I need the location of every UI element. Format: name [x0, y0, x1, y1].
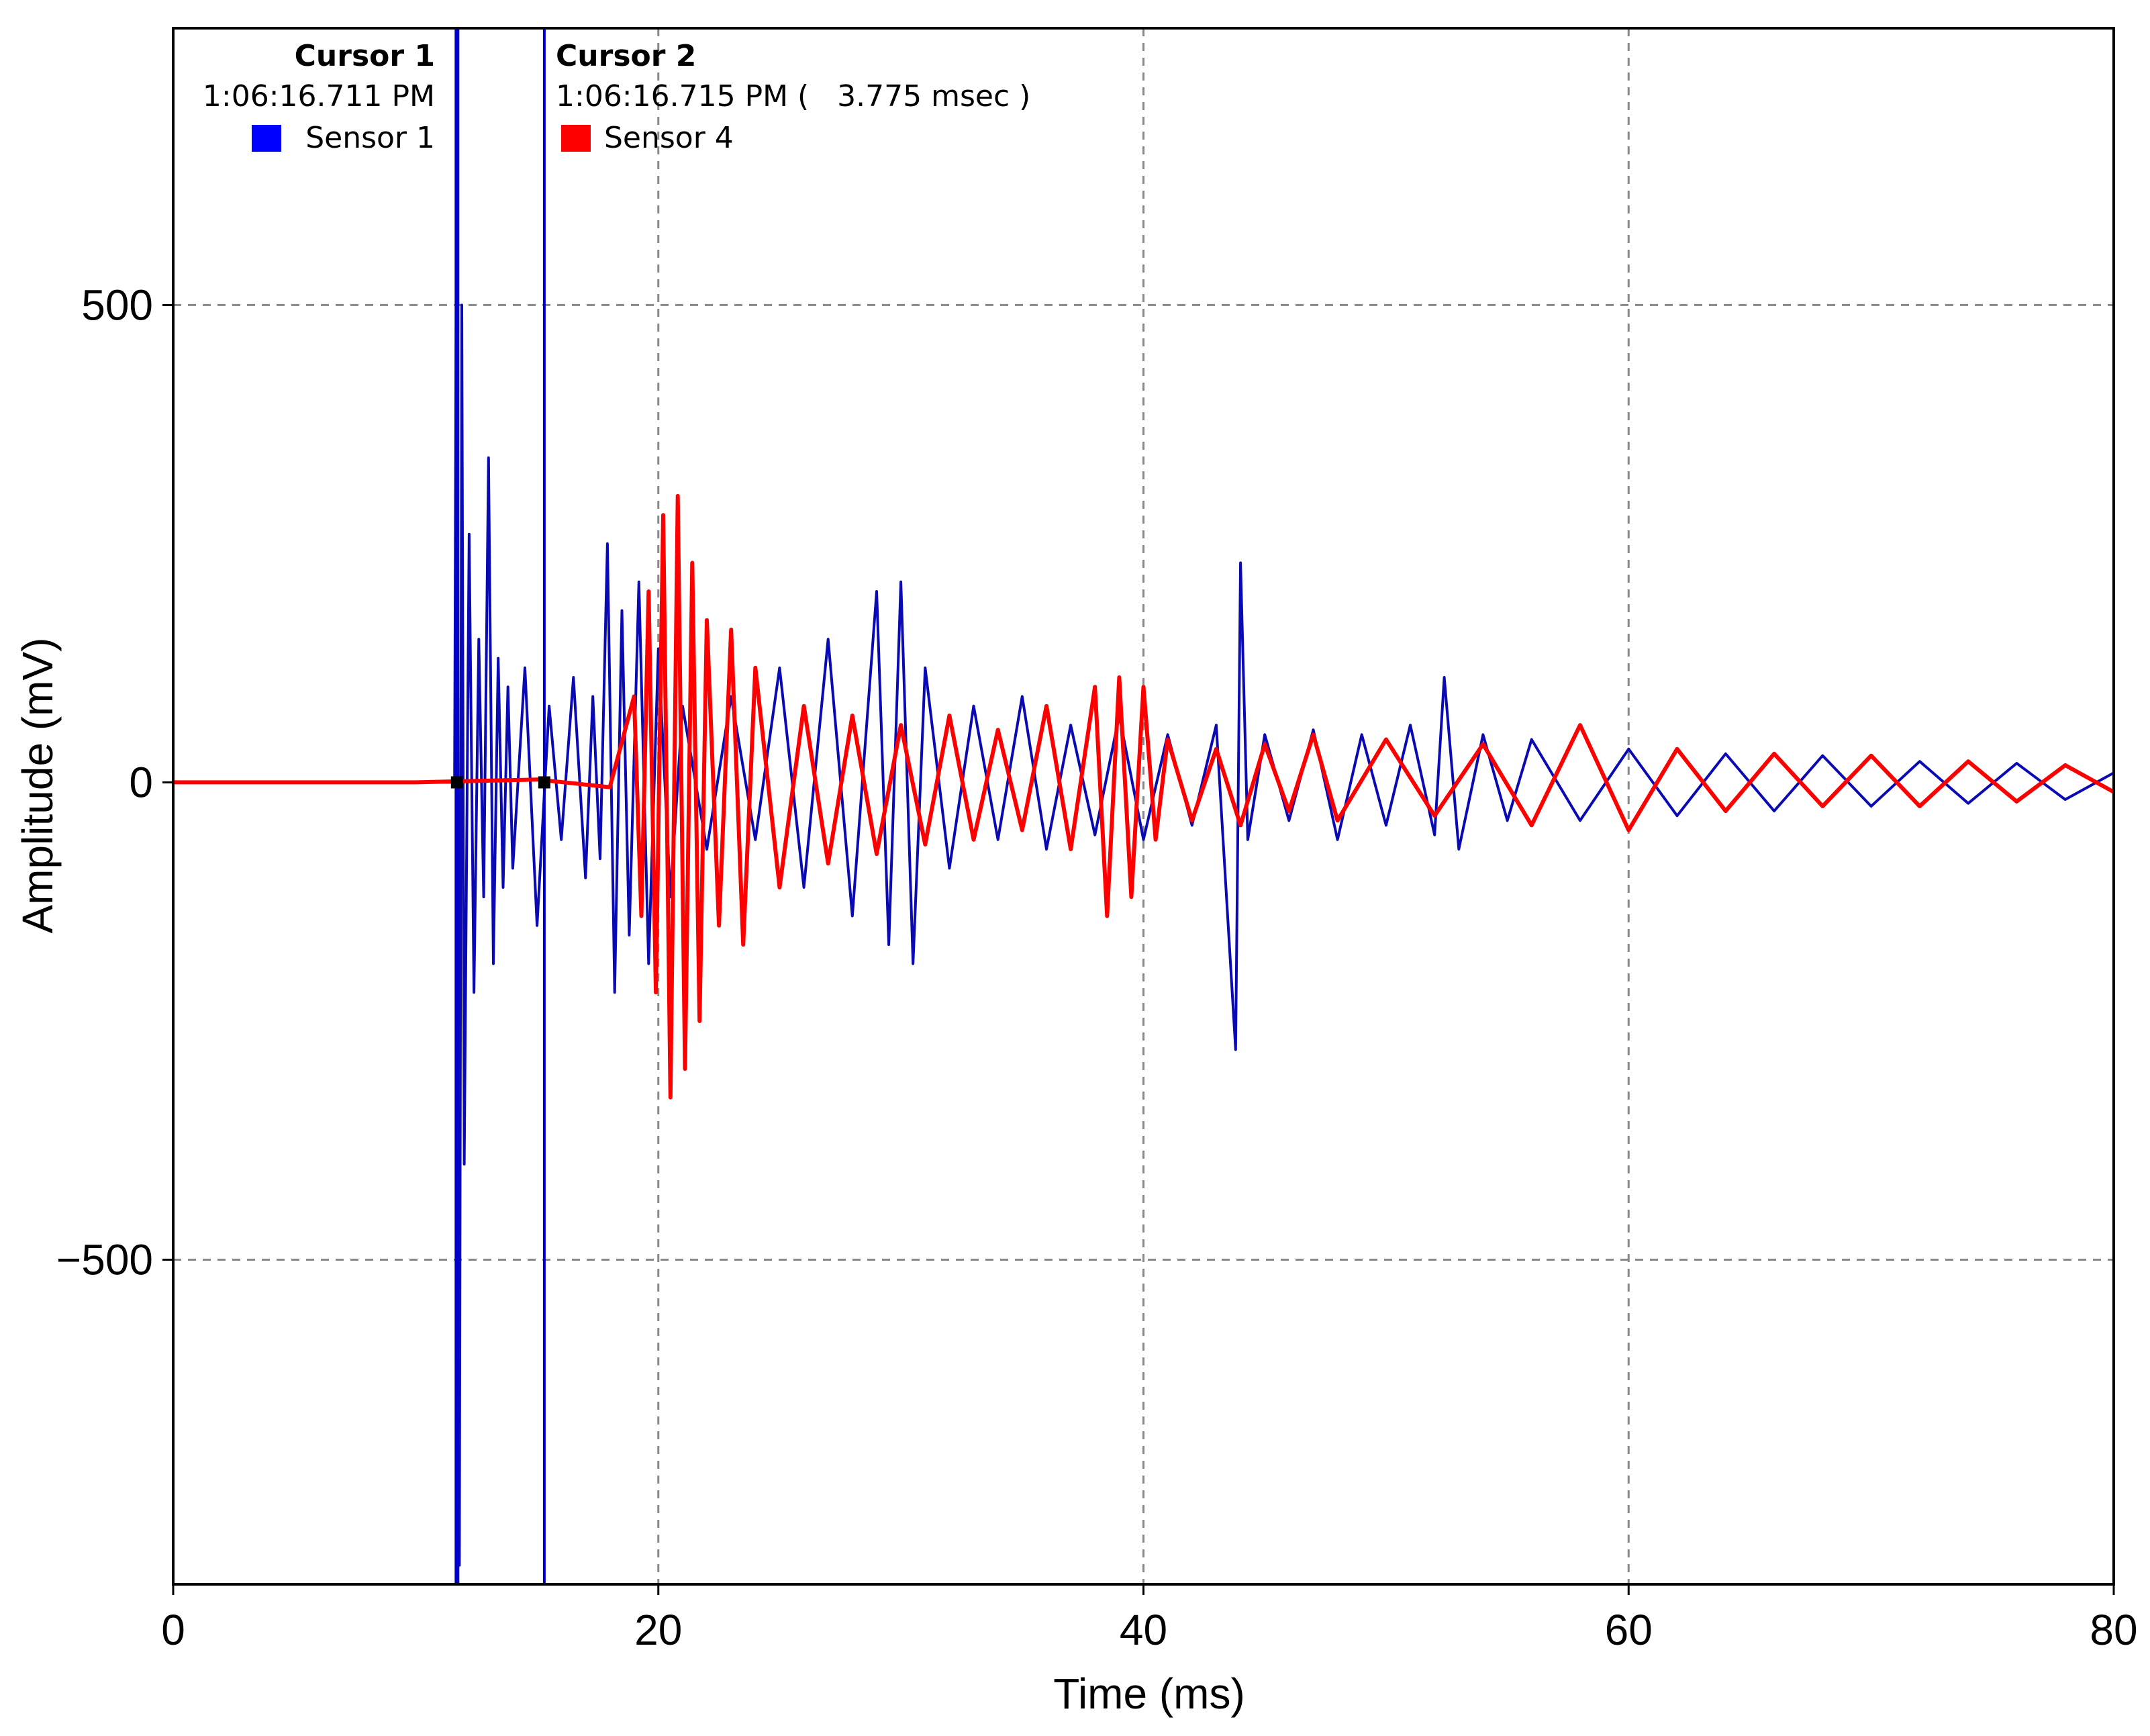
sensor-4-legend-label: Sensor 4 [604, 121, 734, 155]
cursor-1-title: Cursor 1 [295, 39, 435, 73]
x-tick-label: 0 [161, 1606, 185, 1654]
series-layer [173, 36, 2115, 1567]
x-tick-label: 40 [1120, 1606, 1167, 1654]
x-tick-label: 80 [2090, 1606, 2137, 1654]
y-tick-label: 500 [81, 281, 153, 329]
x-tick-label: 20 [634, 1606, 682, 1654]
x-axis-title: Time (ms) [1053, 1670, 1245, 1718]
sensor-1-legend-swatch [252, 125, 281, 152]
x-tick-label: 60 [1605, 1606, 1653, 1654]
cursor-layer [450, 28, 550, 1584]
cursor-1-marker [450, 776, 463, 789]
tick-labels: 0 20 40 60 80 500 0 −500 [56, 281, 2138, 1654]
y-axis-title: Amplitude (mV) [13, 638, 62, 934]
cursor-2-marker [538, 776, 550, 789]
sensor-1-legend-label: Sensor 1 [305, 121, 435, 155]
cursor-2-title: Cursor 2 [556, 39, 696, 73]
y-tick-label: 0 [129, 758, 153, 806]
series-line-sensor-1 [173, 36, 2114, 1567]
cursor-1-readout[interactable]: Cursor 1 1:06:16.711 PM Sensor 1 [203, 39, 435, 155]
grid [173, 28, 2114, 1584]
y-tick-label: −500 [56, 1235, 153, 1284]
cursor-1-time: 1:06:16.711 PM [203, 79, 435, 113]
series-line-sensor-4 [173, 493, 2115, 1100]
cursor-2-time: 1:06:16.715 PM ( 3.775 msec ) [556, 79, 1030, 113]
cursor-2-readout[interactable]: Cursor 2 1:06:16.715 PM ( 3.775 msec ) S… [556, 39, 1030, 155]
sensor-4-legend-swatch [561, 125, 591, 152]
